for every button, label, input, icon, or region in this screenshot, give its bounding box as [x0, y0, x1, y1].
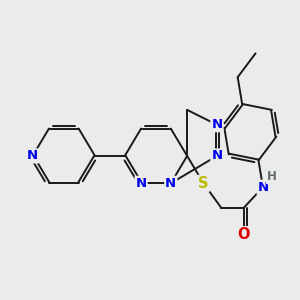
- Text: N: N: [211, 149, 222, 162]
- Text: N: N: [27, 149, 38, 162]
- Text: S: S: [198, 176, 209, 191]
- Text: N: N: [211, 118, 222, 131]
- Text: N: N: [257, 181, 268, 194]
- Text: O: O: [237, 227, 250, 242]
- Text: H: H: [267, 170, 277, 183]
- Text: N: N: [136, 177, 147, 190]
- Text: N: N: [165, 177, 176, 190]
